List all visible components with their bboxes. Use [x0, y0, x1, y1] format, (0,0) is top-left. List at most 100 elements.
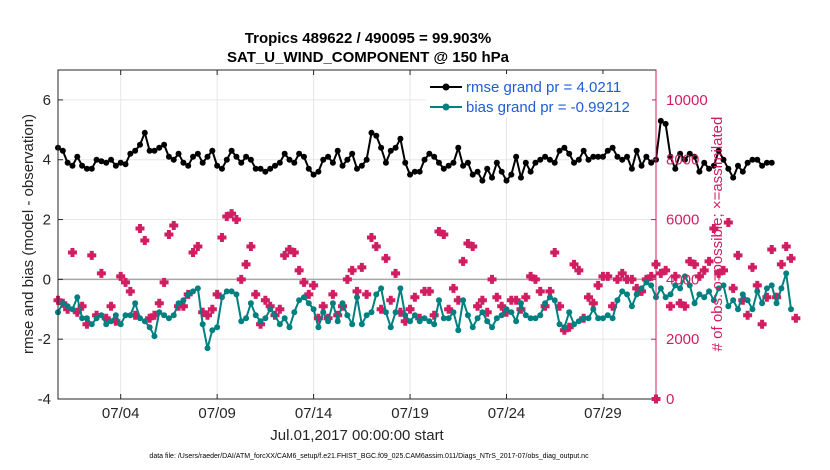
rmse-point [79, 162, 86, 169]
x-tick-label: 07/04 [102, 405, 140, 422]
rmse-point [585, 156, 592, 163]
count-marker [164, 230, 174, 239]
bias-point [508, 309, 515, 316]
rmse-point [633, 147, 640, 154]
count-marker [458, 256, 468, 266]
rmse-point [156, 144, 163, 151]
rmse-point [204, 153, 211, 160]
rmse-point [556, 147, 563, 154]
bias-point [305, 300, 312, 307]
count-marker [772, 292, 782, 302]
rmse-point [416, 168, 423, 175]
rmse-point [320, 156, 327, 163]
rmse-point [170, 156, 177, 163]
rmse-point [609, 144, 616, 151]
bias-point [715, 285, 722, 292]
count-marker [246, 241, 256, 251]
bias-point [778, 285, 785, 292]
bias-point [773, 300, 780, 307]
count-marker [608, 301, 618, 311]
bias-point [108, 318, 115, 325]
rmse-point [378, 144, 385, 151]
rmse-point [508, 171, 515, 178]
bias-point [624, 291, 631, 298]
y-axis-right-label: # of obs: o=possible; ×=assimilated [709, 117, 726, 352]
bias-point [103, 321, 110, 328]
count-marker [405, 304, 415, 314]
count-marker [289, 247, 299, 257]
rmse-point [546, 156, 553, 163]
count-marker [680, 301, 690, 311]
bias-point [180, 297, 187, 304]
bias-point [373, 291, 380, 298]
bias-point [161, 312, 168, 319]
count-marker [424, 286, 434, 296]
chart-title-line1: Tropics 489622 / 490095 = 99.903% [245, 30, 491, 47]
count-marker [530, 274, 540, 284]
count-marker [72, 307, 82, 317]
bias-point [291, 309, 298, 316]
rmse-point [310, 171, 317, 178]
bias-point [272, 312, 279, 319]
bias-point [431, 321, 438, 328]
count-marker [521, 292, 531, 302]
bias-point [628, 303, 635, 310]
y-tick-label-left: -4 [38, 391, 51, 408]
bias-point [238, 318, 245, 325]
bias-point [315, 324, 322, 331]
bias-point [754, 288, 761, 295]
count-marker [728, 283, 738, 293]
rmse-point [677, 150, 684, 157]
bias-point [228, 288, 235, 295]
bias-series [55, 270, 795, 352]
rmse-point [276, 159, 283, 166]
count-marker [116, 271, 126, 281]
count-marker [347, 265, 357, 275]
rmse-point [566, 150, 573, 157]
count-marker [111, 316, 121, 326]
bias-point [93, 315, 100, 322]
count-marker [420, 286, 430, 296]
count-marker [294, 265, 304, 275]
count-marker [212, 289, 222, 299]
rmse-point [754, 156, 761, 163]
bias-point [749, 306, 756, 313]
rmse-point [329, 159, 336, 166]
bias-point [619, 288, 626, 295]
count-marker [280, 250, 290, 260]
count-marker [776, 259, 786, 269]
rmse-point [339, 162, 346, 169]
rmse-point [83, 165, 90, 172]
bias-point [156, 309, 163, 316]
count-marker [386, 295, 396, 305]
count-marker [395, 307, 405, 317]
bias-point [74, 294, 81, 301]
count-marker [767, 244, 777, 254]
y-tick-label-left: 4 [43, 152, 51, 169]
count-marker [251, 289, 261, 299]
bias-point [411, 312, 418, 319]
y-tick-label-right: 2000 [666, 331, 699, 348]
bias-point [194, 285, 201, 292]
count-marker [719, 265, 729, 275]
count-marker [357, 262, 367, 272]
count-marker [101, 313, 111, 323]
count-marker [569, 259, 579, 269]
rmse-point [112, 162, 119, 169]
rmse-point [648, 159, 655, 166]
x-tick-label: 07/09 [198, 405, 236, 422]
legend-bias-marker [442, 103, 450, 111]
rmse-point [503, 177, 510, 184]
rmse-point [624, 153, 631, 160]
rmse-point [464, 159, 471, 166]
bias-point [276, 321, 283, 328]
rmse-point [768, 159, 775, 166]
count-marker [313, 313, 323, 323]
count-marker [198, 307, 208, 317]
count-marker [207, 304, 217, 314]
count-marker [627, 274, 637, 284]
count-marker [154, 298, 164, 308]
rmse-point [161, 141, 168, 148]
count-marker [342, 274, 352, 284]
bias-point [527, 315, 534, 322]
